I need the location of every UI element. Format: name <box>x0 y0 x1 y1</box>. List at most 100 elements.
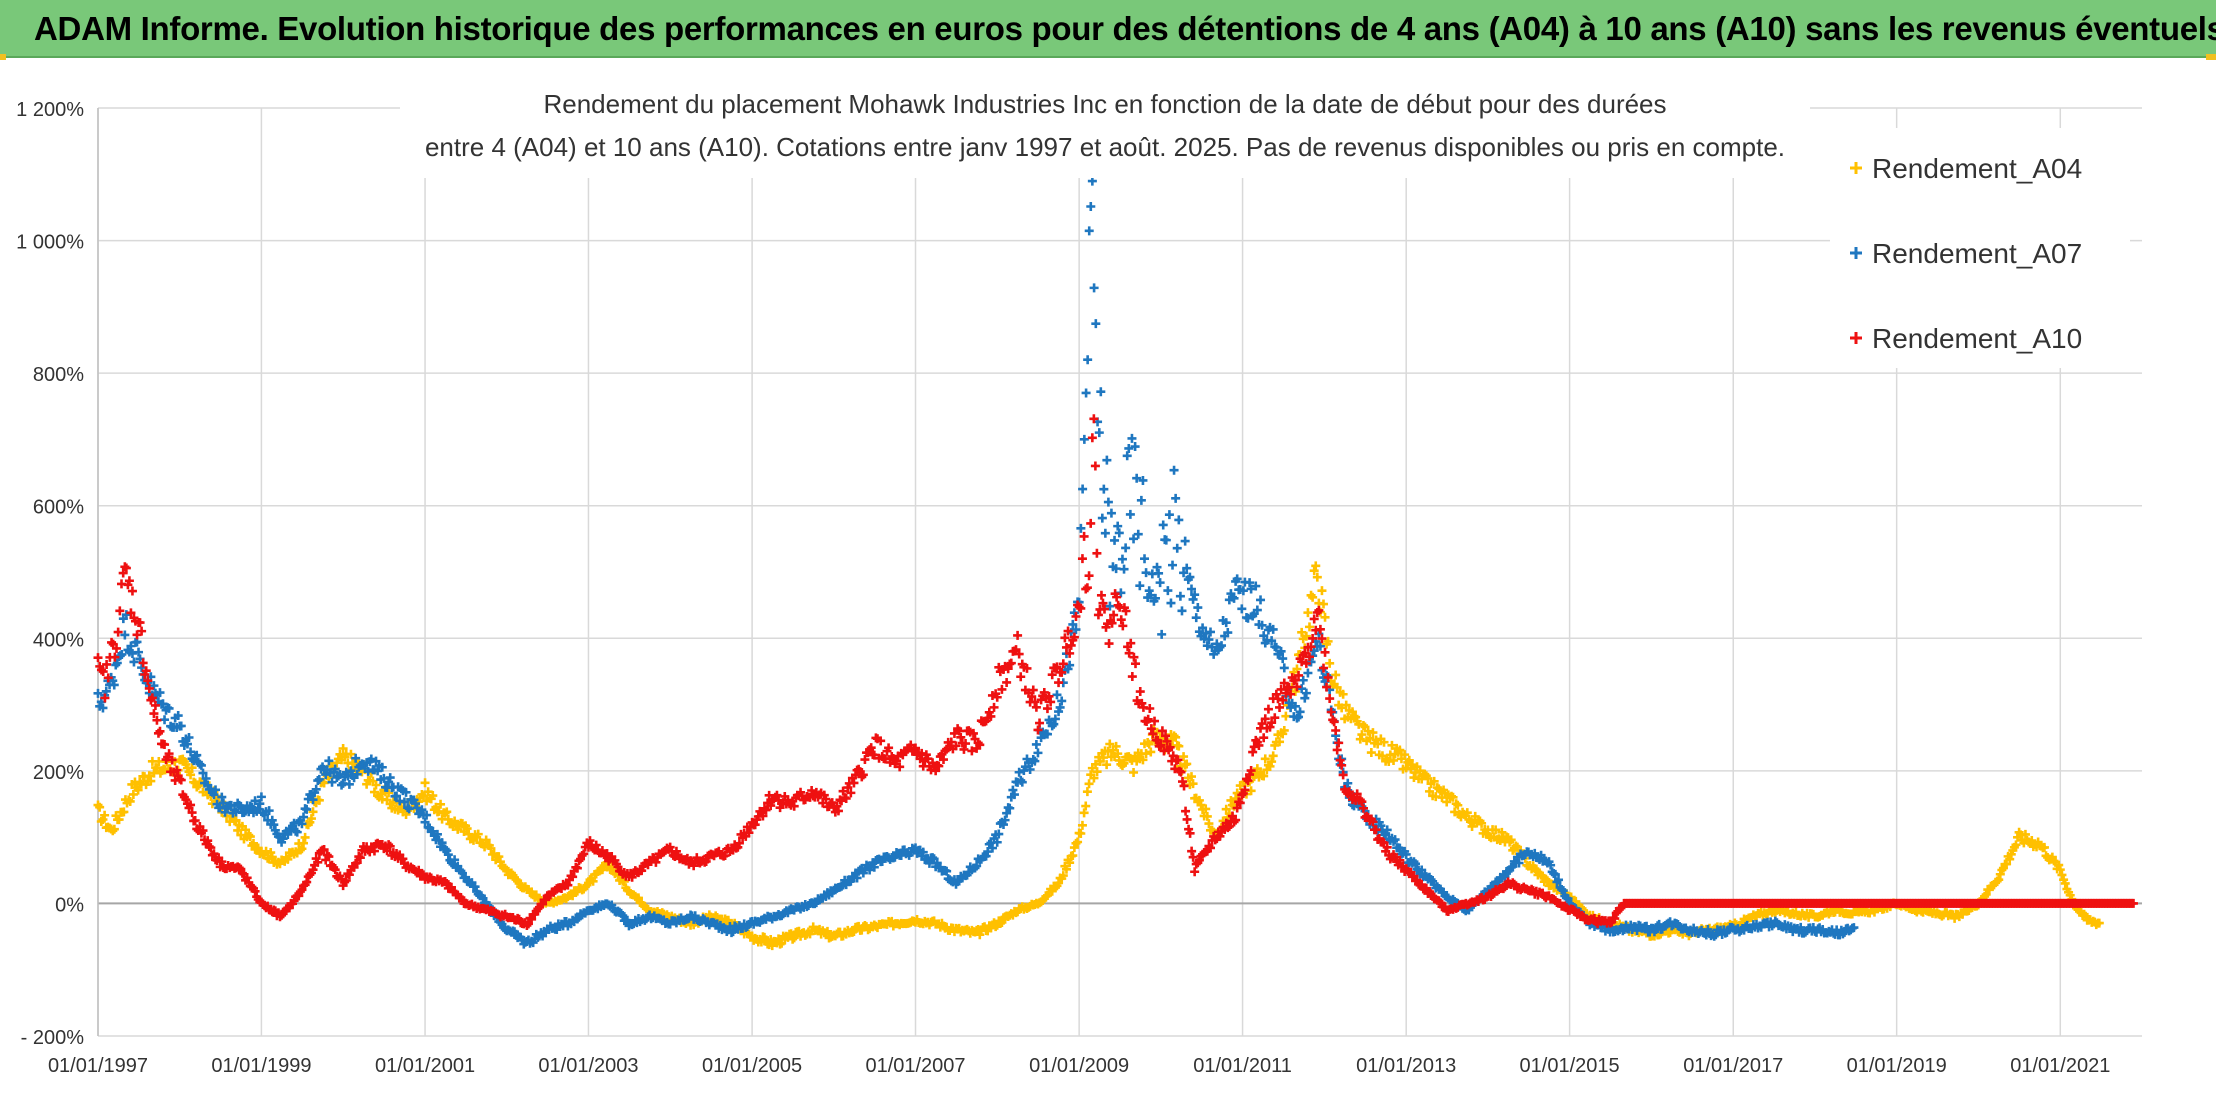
data-point <box>1981 890 1991 900</box>
data-point <box>1229 593 1239 603</box>
data-point <box>1105 601 1115 611</box>
data-point <box>486 843 496 853</box>
data-point <box>437 838 447 848</box>
data-point <box>335 769 345 779</box>
data-point <box>306 814 316 824</box>
data-point <box>144 771 154 781</box>
data-point <box>1135 581 1145 591</box>
data-point <box>1097 513 1107 523</box>
data-point <box>377 762 387 772</box>
data-point <box>450 855 460 865</box>
data-point <box>494 852 504 862</box>
data-point <box>255 799 265 809</box>
data-point <box>821 928 831 938</box>
data-point <box>991 922 1001 932</box>
data-point <box>1297 684 1307 694</box>
data-point <box>1245 578 1255 588</box>
data-point <box>1401 849 1411 859</box>
data-point <box>1279 663 1289 673</box>
data-point <box>311 784 321 794</box>
data-point <box>442 807 452 817</box>
data-point <box>299 812 309 822</box>
data-point <box>2094 918 2104 928</box>
data-point <box>1453 800 1463 810</box>
data-point <box>404 804 414 814</box>
data-point <box>314 774 324 784</box>
data-point <box>253 804 263 814</box>
data-point <box>981 851 991 861</box>
data-point <box>1129 768 1139 778</box>
data-point <box>1268 624 1278 634</box>
data-point <box>481 835 491 845</box>
data-point <box>330 764 340 774</box>
data-point <box>321 770 331 780</box>
data-point <box>1387 740 1397 750</box>
data-point <box>849 778 859 788</box>
data-point <box>1111 741 1121 751</box>
data-point <box>1201 804 1211 814</box>
data-point <box>428 791 438 801</box>
data-point <box>1290 701 1300 711</box>
data-point <box>1410 859 1420 869</box>
data-point <box>1058 871 1068 881</box>
data-point <box>1168 560 1178 570</box>
data-point <box>192 750 202 760</box>
data-point <box>2049 856 2059 866</box>
data-point <box>1138 475 1148 485</box>
data-point <box>972 861 982 871</box>
x-tick-label: 01/01/1997 <box>48 1055 148 1077</box>
data-point <box>440 808 450 818</box>
data-point <box>184 733 194 743</box>
data-point <box>124 795 134 805</box>
data-point <box>412 803 422 813</box>
data-point <box>588 876 598 886</box>
data-point <box>987 843 997 853</box>
data-point <box>266 848 276 858</box>
data-point <box>1379 830 1389 840</box>
data-point <box>187 763 197 773</box>
data-point <box>245 832 255 842</box>
data-point <box>1554 875 1564 885</box>
data-point <box>1174 741 1184 751</box>
data-point <box>1252 605 1262 615</box>
y-tick-label: 0% <box>55 894 84 916</box>
data-point <box>1462 808 1472 818</box>
data-point <box>1506 835 1516 845</box>
data-point <box>1389 755 1399 765</box>
data-point <box>1278 654 1288 664</box>
data-point <box>924 858 934 868</box>
data-point <box>473 829 483 839</box>
data-point <box>1186 772 1196 782</box>
data-point <box>1190 867 1200 877</box>
data-point <box>1163 586 1173 596</box>
data-point <box>1002 677 1012 687</box>
data-point <box>1065 660 1075 670</box>
data-point <box>418 791 428 801</box>
data-point <box>211 785 221 795</box>
data-point <box>385 773 395 783</box>
data-point <box>384 777 394 787</box>
chart-title-line-1: Rendement du placement Mohawk Industries… <box>543 89 1666 119</box>
data-point <box>1093 610 1103 620</box>
data-point <box>109 680 119 690</box>
data-point <box>1005 803 1015 813</box>
data-point <box>1100 528 1110 538</box>
data-point <box>1376 821 1386 831</box>
data-point <box>1248 747 1258 757</box>
series-Rendement_A04 <box>93 561 2104 951</box>
data-point <box>297 819 307 829</box>
data-point <box>1098 753 1108 763</box>
data-point <box>244 830 254 840</box>
data-point <box>1114 528 1124 538</box>
data-point <box>1113 521 1123 531</box>
data-point <box>1268 751 1278 761</box>
y-tick-label: 800% <box>33 364 84 386</box>
data-point <box>462 824 472 834</box>
data-point <box>1429 776 1439 786</box>
data-point <box>470 882 480 892</box>
data-point <box>1025 765 1035 775</box>
data-point <box>1084 226 1094 236</box>
data-point <box>1331 670 1341 680</box>
data-point <box>1182 759 1192 769</box>
data-point <box>127 648 137 658</box>
